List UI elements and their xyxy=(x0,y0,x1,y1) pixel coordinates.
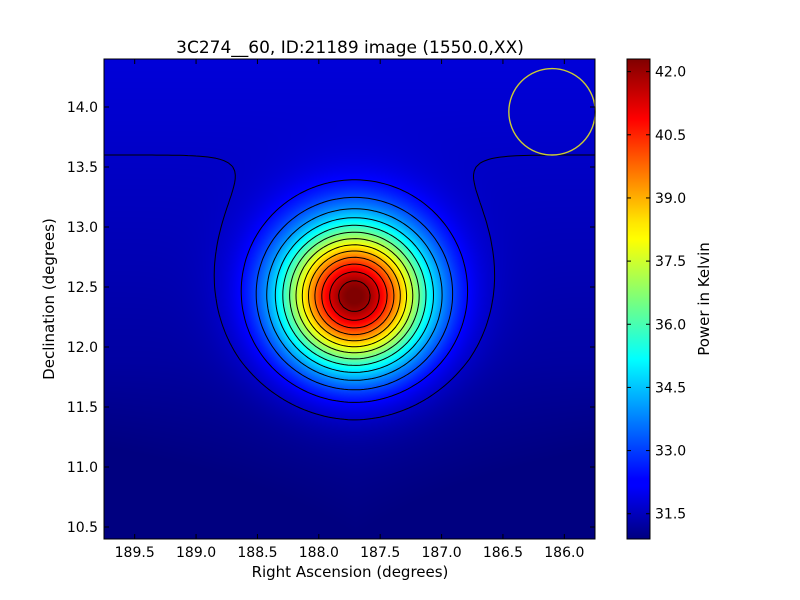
colorbar: 31.5 33.0 34.5 36.0 37.5 39.0 40.5 42.0 Power i… xyxy=(626,58,713,540)
contour-line-8 xyxy=(295,238,414,354)
contour-line-11 xyxy=(314,256,395,336)
y-tick-label: 11.0 xyxy=(67,460,98,476)
x-tick-label: 186.5 xyxy=(483,545,523,561)
y-tick-label: 12.0 xyxy=(67,340,98,356)
colorbar-gradient xyxy=(626,58,651,540)
contour-line-14 xyxy=(338,280,371,312)
x-tick-label: 187.5 xyxy=(360,545,400,561)
colorbar-tick-label: 37.5 xyxy=(655,254,686,270)
contour-line-5 xyxy=(274,217,434,373)
y-tick-label: 14.0 xyxy=(67,100,98,116)
contour-line-12 xyxy=(321,263,388,329)
colorbar-tick-label: 31.5 xyxy=(655,507,686,523)
y-axis: 10.5 11.0 11.5 12.0 12.5 13.0 13.5 14.0 xyxy=(67,100,595,536)
contour-line-3 xyxy=(255,196,454,391)
x-tick-label: 188.5 xyxy=(237,545,277,561)
contour-line-13 xyxy=(329,271,380,321)
x-axis-label: Right Ascension (degrees) xyxy=(252,563,449,581)
heatmap-image xyxy=(104,59,595,539)
contour-line-2 xyxy=(240,179,469,403)
colorbar-tick-label: 42.0 xyxy=(655,65,686,81)
contour-line-7 xyxy=(289,231,420,360)
colorbar-tick-label: 34.5 xyxy=(655,380,686,396)
y-tick-label: 12.5 xyxy=(67,280,98,296)
x-tick-label: 188.0 xyxy=(299,545,339,561)
y-tick-label: 13.0 xyxy=(67,220,98,236)
x-axis: 189.5 189.0 188.5 188.0 187.5 187.0 186.5 186.0 xyxy=(115,59,584,561)
x-tick-label: 189.0 xyxy=(176,545,216,561)
colorbar-ticks: 31.5 33.0 34.5 36.0 37.5 39.0 40.5 42.0 xyxy=(627,65,686,523)
plot-area xyxy=(103,58,596,540)
x-tick-label: 187.0 xyxy=(422,545,462,561)
colorbar-label: Power in Kelvin xyxy=(695,242,713,356)
plot-frame xyxy=(103,58,596,540)
contour-line-9 xyxy=(301,244,408,348)
colorbar-tick-label: 40.5 xyxy=(655,128,686,144)
y-tick-label: 11.5 xyxy=(67,400,98,416)
x-tick-label: 189.5 xyxy=(115,545,155,561)
contour-line-10 xyxy=(308,250,401,342)
y-tick-label: 13.5 xyxy=(67,160,98,176)
contour-line-4 xyxy=(266,208,443,381)
contour-line-1 xyxy=(104,154,595,421)
colorbar-tick-label: 36.0 xyxy=(655,317,686,333)
contour-lines xyxy=(104,154,595,421)
x-tick-label: 186.0 xyxy=(544,545,584,561)
colorbar-tick-label: 39.0 xyxy=(655,191,686,207)
contour-line-6 xyxy=(282,224,427,366)
colorbar-tick-label: 33.0 xyxy=(655,444,686,460)
chart-title: 3C274__60, ID:21189 image (1550.0,XX) xyxy=(176,38,524,58)
y-tick-label: 10.5 xyxy=(67,520,98,536)
y-axis-label: Declination (degrees) xyxy=(40,218,58,380)
